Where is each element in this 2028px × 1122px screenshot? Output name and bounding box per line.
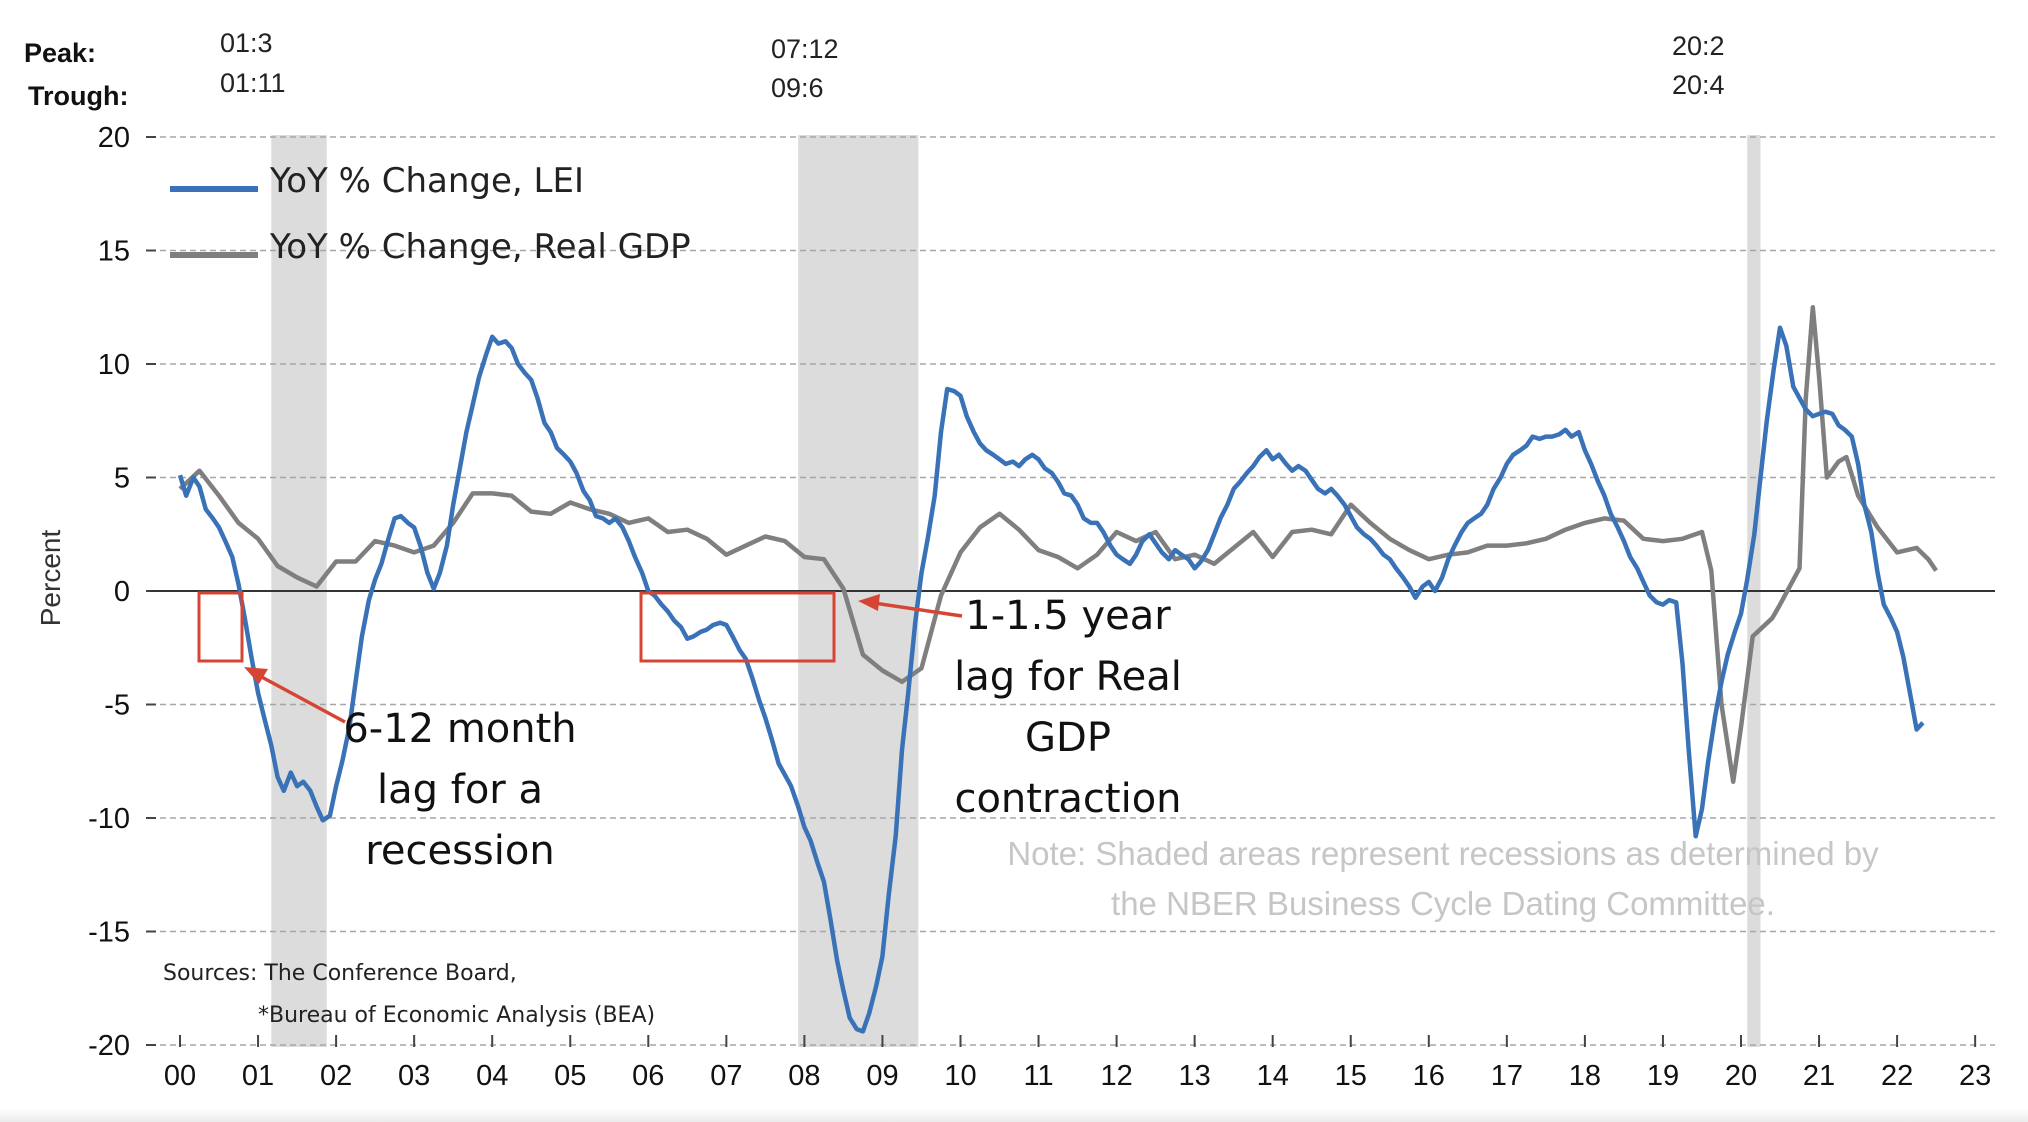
annotation-gdp-lag: 1-1.5 year lag for Real GDP contraction bbox=[954, 593, 1182, 822]
svg-text:Sources: The Conference Board,: Sources: The Conference Board, bbox=[163, 961, 517, 986]
arrow-recession-lag bbox=[244, 667, 346, 724]
x-tick-label: 13 bbox=[1179, 1060, 1211, 1092]
y-tick-label: 0 bbox=[114, 576, 130, 608]
y-tick-label: 20 bbox=[98, 122, 130, 154]
x-tick-label: 01 bbox=[242, 1060, 274, 1092]
svg-text:lag for a: lag for a bbox=[377, 767, 543, 813]
y-axis-label: Percent bbox=[35, 530, 66, 627]
x-tick-label: 20 bbox=[1725, 1060, 1757, 1092]
x-tick-label: 22 bbox=[1881, 1060, 1913, 1092]
annotation-recession-lag: 6-12 month lag for a recession bbox=[343, 706, 576, 874]
x-tick-label: 09 bbox=[866, 1060, 898, 1092]
svg-text:the NBER Business Cycle Dating: the NBER Business Cycle Dating Committee… bbox=[1111, 885, 1775, 922]
arrow-gdp-lag bbox=[858, 594, 963, 618]
y-tick-label: -15 bbox=[88, 917, 130, 949]
x-tick-label: 15 bbox=[1335, 1060, 1367, 1092]
svg-text:6-12 month: 6-12 month bbox=[343, 706, 576, 752]
recession-3-peak: 20:2 bbox=[1672, 31, 1725, 61]
legend: YoY % Change, LEI YoY % Change, Real GDP bbox=[170, 161, 691, 267]
trough-label: Trough: bbox=[28, 81, 128, 111]
svg-text:lag for Real: lag for Real bbox=[954, 654, 1182, 700]
x-tick-label: 03 bbox=[398, 1060, 430, 1092]
x-tick-label: 00 bbox=[164, 1060, 196, 1092]
y-axis-ticks: 20 15 10 5 0 -5 -10 -15 -20 bbox=[88, 122, 156, 1062]
x-tick-label: 18 bbox=[1569, 1060, 1601, 1092]
highlight-box-2006 bbox=[639, 591, 836, 663]
svg-text:GDP: GDP bbox=[1025, 715, 1111, 761]
x-tick-label: 05 bbox=[554, 1060, 586, 1092]
x-tick-label: 06 bbox=[632, 1060, 664, 1092]
y-tick-label: -5 bbox=[104, 690, 130, 722]
peak-label: Peak: bbox=[24, 38, 96, 68]
y-tick-label: 10 bbox=[98, 349, 130, 381]
recession-1-trough: 01:11 bbox=[220, 68, 286, 98]
svg-text:contraction: contraction bbox=[954, 776, 1181, 822]
recession-3-trough: 20:4 bbox=[1672, 70, 1725, 100]
x-tick-label: 07 bbox=[710, 1060, 742, 1092]
svg-text:recession: recession bbox=[365, 828, 554, 874]
y-tick-label: -10 bbox=[88, 803, 130, 835]
legend-label-gdp: YoY % Change, Real GDP bbox=[269, 227, 691, 267]
svg-text:*Bureau of Economic Analysis (: *Bureau of Economic Analysis (BEA) bbox=[258, 1003, 655, 1028]
x-tick-label: 08 bbox=[788, 1060, 820, 1092]
recession-note: Note: Shaded areas represent recessions … bbox=[1007, 835, 1879, 922]
y-tick-label: 5 bbox=[114, 463, 130, 495]
x-tick-label: 23 bbox=[1959, 1060, 1991, 1092]
highlight-box-2000 bbox=[197, 591, 244, 663]
grid-lines bbox=[150, 136, 1995, 1046]
x-tick-label: 21 bbox=[1803, 1060, 1835, 1092]
svg-text:Note: Shaded areas represent r: Note: Shaded areas represent recessions … bbox=[1007, 835, 1879, 872]
x-axis-ticks: 00 01 02 03 04 05 06 07 08 09 10 11 12 13 14 15 16 17 18 19… bbox=[164, 1035, 1991, 1092]
recession-2-peak: 07:12 bbox=[771, 34, 839, 64]
recession-1-peak: 01:3 bbox=[220, 28, 273, 58]
series-line-real-gdp bbox=[178, 305, 1938, 784]
x-tick-label: 19 bbox=[1647, 1060, 1679, 1092]
legend-label-lei: YoY % Change, LEI bbox=[269, 161, 584, 201]
x-tick-label: 10 bbox=[944, 1060, 976, 1092]
x-tick-label: 12 bbox=[1100, 1060, 1132, 1092]
sources: Sources: The Conference Board, *Bureau o… bbox=[163, 961, 655, 1028]
x-tick-label: 16 bbox=[1413, 1060, 1445, 1092]
x-tick-label: 11 bbox=[1023, 1060, 1053, 1092]
x-tick-label: 04 bbox=[476, 1060, 508, 1092]
bottom-edge bbox=[0, 1108, 2028, 1122]
recession-2-trough: 09:6 bbox=[771, 73, 824, 103]
y-tick-label: -20 bbox=[88, 1030, 130, 1062]
x-tick-label: 17 bbox=[1491, 1060, 1523, 1092]
x-tick-label: 02 bbox=[320, 1060, 352, 1092]
svg-text:1-1.5 year: 1-1.5 year bbox=[965, 593, 1171, 639]
x-tick-label: 14 bbox=[1257, 1060, 1289, 1092]
y-tick-label: 15 bbox=[98, 236, 130, 268]
series-line-lei bbox=[177, 325, 1925, 1034]
